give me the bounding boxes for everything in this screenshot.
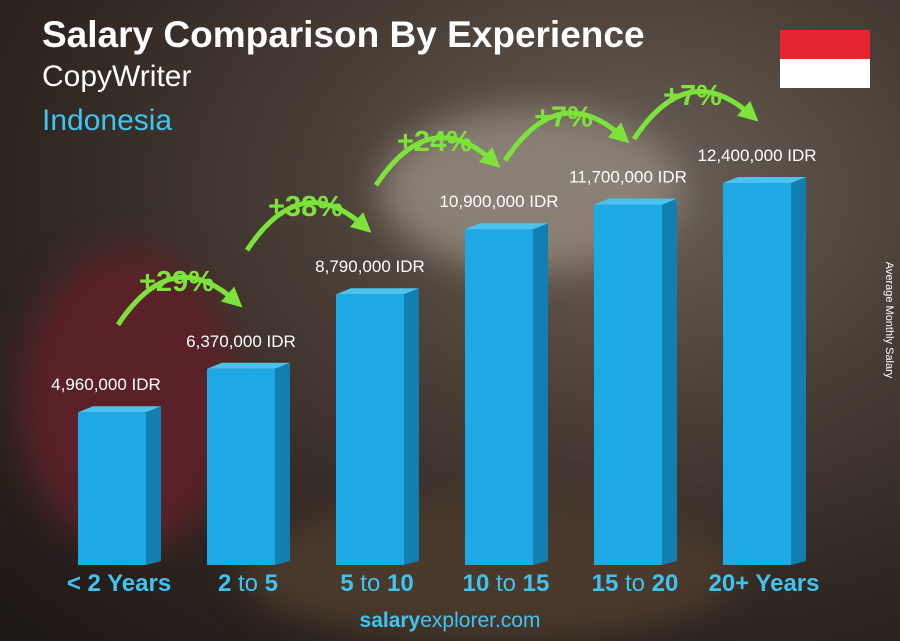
country-name: Indonesia — [42, 104, 173, 137]
increase-arrow-icon — [631, 89, 759, 141]
bar-top — [78, 406, 161, 413]
increase-arrow-icon — [244, 200, 372, 252]
increase-arrow-icon — [115, 274, 243, 327]
value-label: 12,400,000 IDR — [697, 146, 816, 165]
bar — [723, 177, 806, 565]
value-label: 8,790,000 IDR — [315, 257, 425, 276]
bar-front — [723, 183, 791, 565]
bar-side — [533, 223, 548, 566]
x-tick-label: 15 to 20 — [591, 570, 679, 597]
bar-side — [662, 198, 677, 565]
bar — [336, 288, 419, 565]
increase-label: +7% — [534, 102, 593, 134]
footer-site-name[interactable]: salaryexplorer.com — [359, 609, 541, 632]
bar — [465, 223, 548, 566]
value-label: 11,700,000 IDR — [569, 168, 687, 187]
increase-arrow-icon — [373, 135, 501, 187]
bar — [78, 406, 161, 565]
indonesia-flag-icon — [780, 30, 870, 88]
bar-front — [78, 412, 146, 565]
increase-label: +7% — [663, 80, 722, 112]
x-tick-label: 5 to 10 — [340, 570, 414, 597]
bar-top — [723, 177, 806, 183]
job-title: CopyWriter — [42, 60, 192, 93]
bar-side — [404, 288, 419, 565]
x-tick-label: 2 to 5 — [217, 570, 279, 597]
bar-top — [207, 362, 290, 369]
bar — [594, 198, 677, 565]
bar-top — [465, 223, 548, 230]
bar-front — [465, 229, 533, 566]
x-tick-label: 20+ Years — [708, 570, 820, 597]
x-tick-label: < 2 Years — [66, 570, 172, 597]
value-label: 4,960,000 IDR — [51, 375, 161, 394]
bar-top — [594, 198, 677, 205]
bar — [207, 362, 290, 565]
bar-side — [791, 177, 806, 565]
increase-arrow-icon — [502, 110, 630, 162]
increase-label: +29% — [139, 266, 214, 298]
increase-label: +38% — [268, 191, 343, 223]
bar-front — [336, 294, 404, 565]
bar-front — [207, 368, 275, 565]
bar-front — [594, 204, 662, 565]
bar-side — [275, 362, 290, 565]
x-tick-label: 10 to 15 — [462, 570, 550, 597]
value-label: 10,900,000 IDR — [439, 192, 558, 211]
bar-side — [146, 406, 161, 565]
increase-label: +24% — [397, 126, 472, 158]
bar-top — [336, 288, 419, 295]
chart-title: Salary Comparison By Experience — [42, 14, 645, 55]
value-label: 6,370,000 IDR — [186, 332, 296, 351]
